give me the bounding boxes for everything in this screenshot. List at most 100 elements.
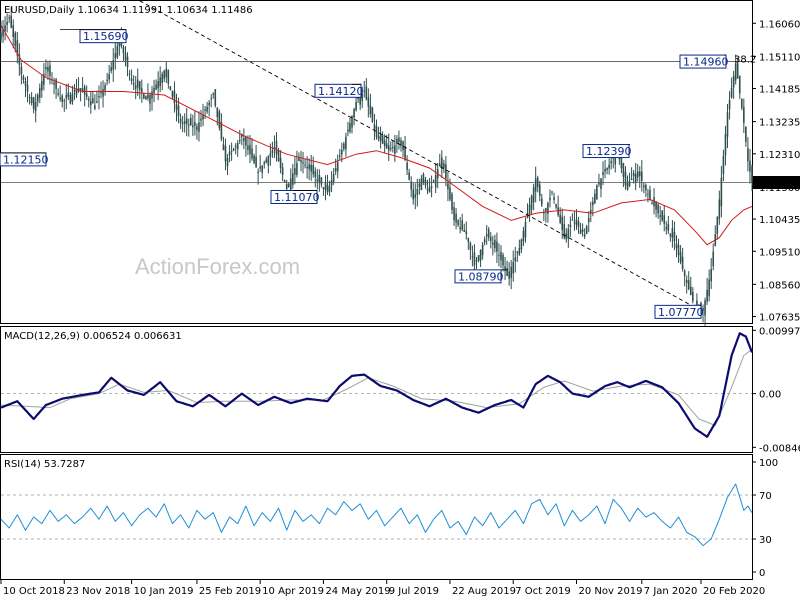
candle-body — [651, 202, 653, 204]
date-axis-label: 10 Apr 2019 — [262, 586, 324, 597]
candle-body — [189, 117, 192, 126]
candle-body — [406, 162, 408, 170]
rsi-axis-label: 30 — [759, 535, 772, 546]
candle-body — [20, 66, 23, 75]
price-callout-label: 1.08790 — [458, 270, 504, 283]
candle-body — [218, 111, 221, 129]
candle-body — [332, 174, 335, 182]
candle-body — [567, 229, 570, 239]
candle-body — [653, 197, 655, 207]
candle-body — [253, 155, 255, 163]
candle-body — [632, 172, 635, 177]
candle-body — [122, 46, 125, 54]
candle-body — [371, 107, 374, 122]
candle-body — [243, 138, 245, 142]
candle-body — [498, 255, 500, 257]
candle-body — [479, 249, 482, 261]
rsi-header: RSI(14) 53.7287 — [4, 459, 85, 470]
candle-body — [600, 178, 602, 189]
date-axis-label: 20 Nov 2019 — [578, 586, 642, 597]
candle-body — [161, 74, 164, 83]
candle-body — [381, 135, 384, 144]
candle-body — [481, 244, 484, 256]
candle-body — [79, 88, 82, 91]
candle-body — [418, 183, 421, 187]
candle-body — [453, 207, 455, 221]
candle-body — [663, 215, 666, 224]
candle-body — [569, 224, 572, 228]
candle-body — [583, 234, 586, 237]
candle-body — [232, 148, 235, 151]
candle-body — [734, 63, 737, 81]
date-axis-label: 20 Feb 2020 — [703, 586, 765, 597]
candle-body — [65, 94, 68, 99]
candle-body — [179, 118, 182, 123]
candle-body — [683, 270, 686, 277]
candle-body — [730, 88, 733, 98]
candle-body — [655, 201, 657, 210]
candle-body — [394, 145, 396, 154]
candle-body — [24, 80, 27, 86]
candle-body — [563, 224, 566, 238]
candle-body — [45, 67, 47, 70]
candle-body — [596, 185, 598, 200]
macd-axis-label: -0.008464 — [759, 443, 800, 454]
candle-body — [743, 107, 745, 123]
candle-body — [726, 112, 729, 137]
candle-body — [10, 15, 13, 28]
candle-body — [349, 122, 351, 132]
candle-body — [210, 98, 212, 100]
current-price-tag — [753, 176, 800, 190]
candle-body — [492, 242, 494, 245]
candle-body — [271, 150, 274, 154]
candle-body — [594, 193, 596, 204]
candle-body — [143, 94, 145, 99]
candle-body — [130, 78, 133, 82]
candle-body — [432, 180, 435, 182]
candle-body — [194, 122, 196, 126]
candle-body — [106, 79, 108, 82]
candle-body — [8, 17, 10, 19]
candle-body — [704, 300, 706, 316]
candle-body — [506, 268, 508, 277]
candle-body — [516, 251, 519, 253]
candle-body — [304, 164, 306, 166]
candle-body — [477, 255, 480, 261]
candle-body — [75, 89, 78, 96]
candle-body — [251, 148, 253, 159]
candle-body — [640, 171, 643, 181]
price-callout-label: 1.12150 — [3, 153, 49, 166]
candle-body — [732, 75, 735, 88]
candle-body — [447, 183, 449, 189]
price-callout-label: 1.14120 — [318, 85, 364, 98]
candle-body — [410, 181, 412, 190]
candle-body — [643, 185, 645, 188]
candle-body — [16, 40, 19, 56]
candle-body — [471, 256, 474, 258]
candle-body — [98, 96, 100, 98]
candle-body — [198, 122, 200, 132]
candle-body — [255, 156, 257, 168]
candle-body — [416, 188, 419, 195]
candle-body — [151, 91, 153, 99]
candle-body — [455, 213, 457, 223]
price-callout-label: 1.14960 — [683, 56, 729, 69]
candle-body — [100, 90, 102, 94]
candle-body — [289, 178, 292, 191]
candle-body — [502, 254, 504, 266]
candle-body — [0, 32, 2, 40]
candle-body — [145, 96, 147, 100]
candle-body — [665, 227, 668, 230]
candle-body — [41, 81, 43, 91]
candle-body — [341, 149, 343, 155]
candle-body — [204, 109, 206, 111]
candle-body — [489, 237, 492, 242]
candle-body — [518, 248, 521, 255]
candle-body — [355, 101, 357, 111]
candle-body — [108, 74, 110, 80]
candle-body — [214, 89, 217, 107]
candle-body — [475, 260, 478, 262]
rsi-line — [0, 483, 753, 547]
candle-body — [334, 168, 337, 172]
candle-body — [226, 158, 229, 167]
